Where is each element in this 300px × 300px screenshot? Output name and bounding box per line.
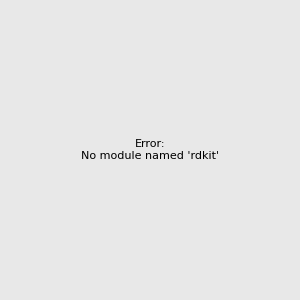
Text: Error:
No module named 'rdkit': Error: No module named 'rdkit' [81,139,219,161]
